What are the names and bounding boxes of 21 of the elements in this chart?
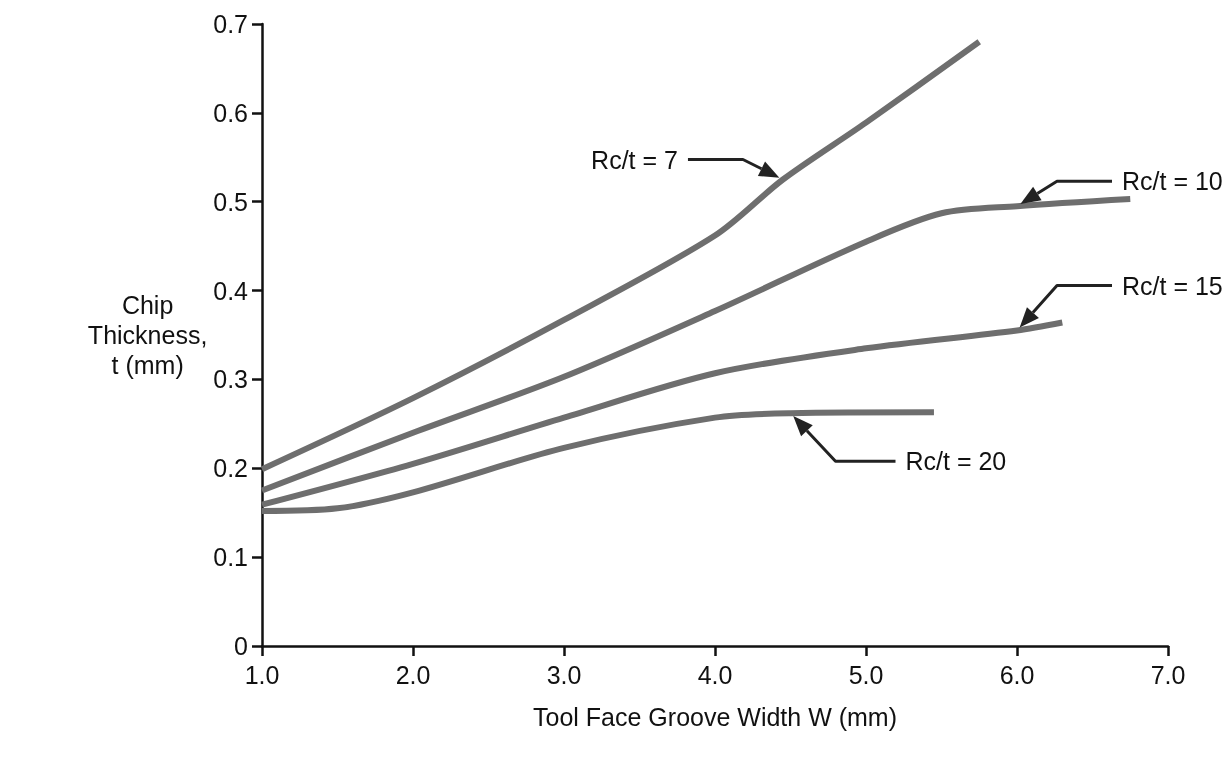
y-tick-label: 0.2 [213,454,248,483]
y-tick-label: 0 [234,632,248,660]
x-tick-label: 1.0 [244,660,280,689]
y-tick-label: 0.1 [213,543,248,572]
text: Rc/t = 15 [1122,271,1223,300]
y-tick-label: 0.4 [213,276,249,305]
y-axis-title: Chip Thickness, t (mm) [87,291,208,379]
x-tick-label: 5.0 [848,660,884,689]
y-tick-label: 0.7 [213,10,248,38]
x-tick-label: 3.0 [546,660,582,689]
x-axis-title: Tool Face Groove Width W (mm) [533,702,897,731]
x-tick-label: 6.0 [999,660,1035,689]
series-label: Rc/t = 10 [1122,167,1223,196]
text: Rc/t = 7 [591,145,678,174]
x-tick-label: 7.0 [1150,660,1186,689]
series-label: Rc/t = 20 [905,447,1007,476]
y-tick-label: 0.6 [213,98,248,127]
x-tick-label: 4.0 [697,660,733,689]
y-tick-label: 0.3 [213,365,248,394]
y-tick-label: 0.5 [213,187,248,216]
x-tick-label: 2.0 [395,660,431,689]
